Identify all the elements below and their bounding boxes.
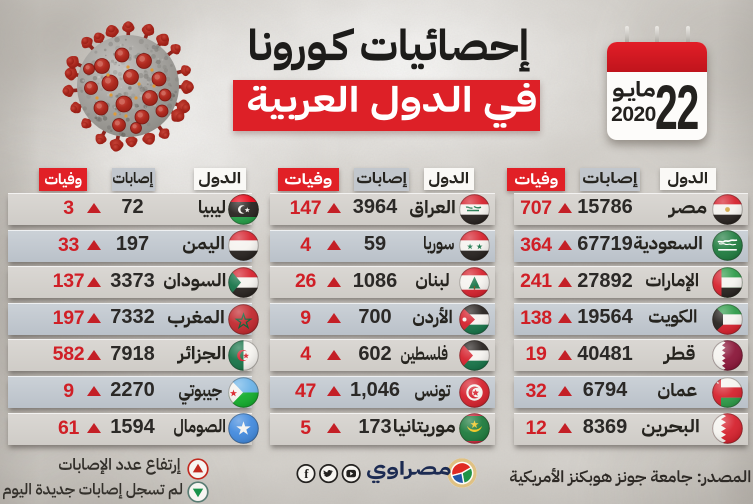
svg-text:f: f <box>304 466 309 481</box>
